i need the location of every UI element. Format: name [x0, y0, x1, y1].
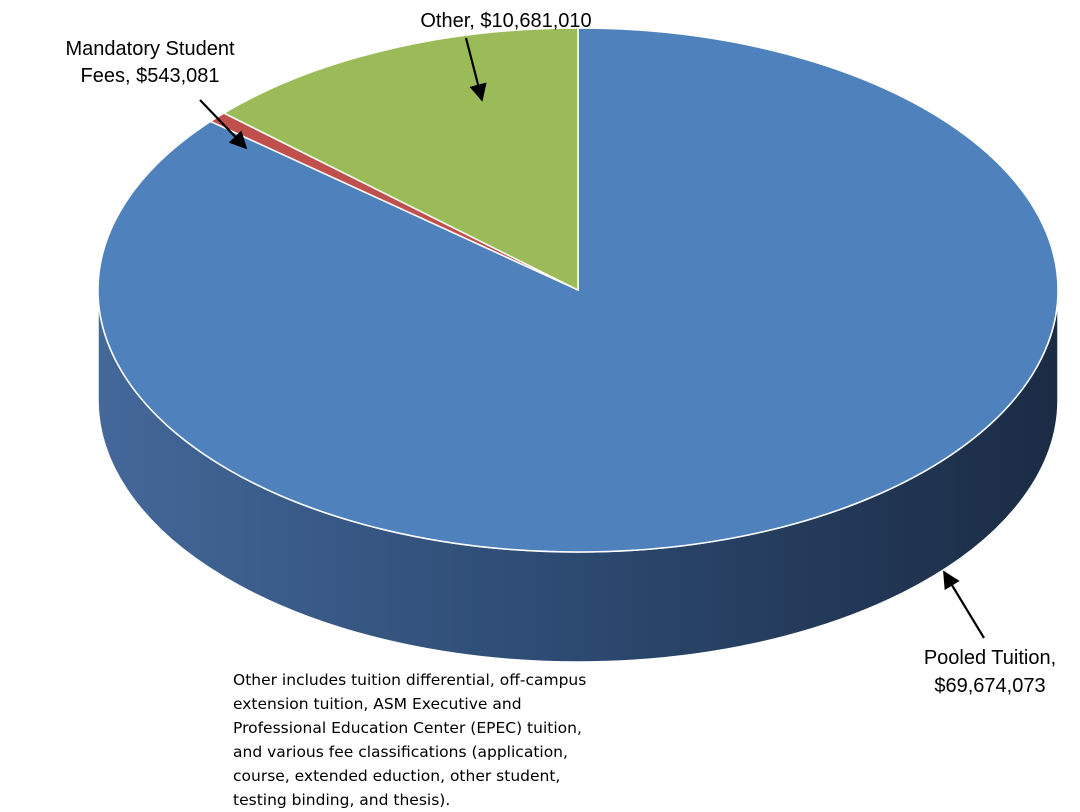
pooled-label-arrow — [943, 570, 985, 639]
pie-slice-other — [222, 27, 579, 292]
chart-footnote: Other includes tuition differential, off… — [233, 671, 587, 809]
pie-chart: Other, $10,681,010 Mandatory Student Fee… — [66, 10, 1059, 697]
pooled-slice-label-line2: $69,674,073 — [934, 675, 1045, 697]
mandatory-slice-label-line1: Mandatory Student — [66, 38, 235, 60]
pooled-slice-label-line1: Pooled Tuition, — [924, 647, 1056, 669]
other-label-arrow — [464, 37, 487, 102]
other-slice-label: Other, $10,681,010 — [420, 10, 591, 32]
mandatory-label-arrow — [199, 99, 248, 150]
mandatory-slice-label-line2: Fees, $543,081 — [81, 65, 220, 87]
